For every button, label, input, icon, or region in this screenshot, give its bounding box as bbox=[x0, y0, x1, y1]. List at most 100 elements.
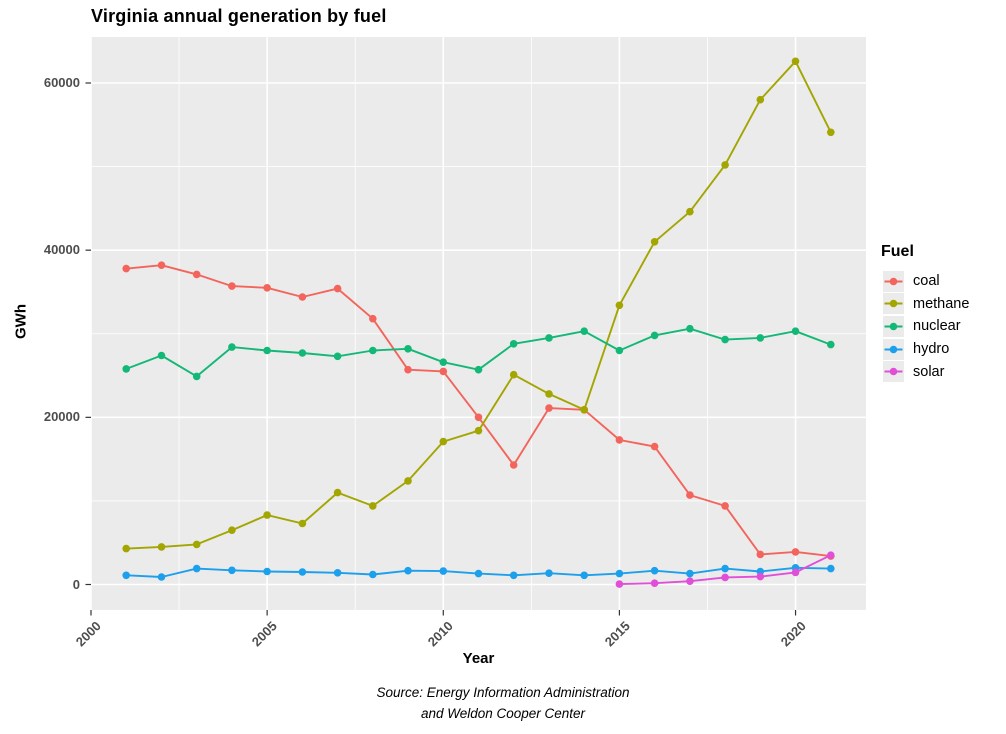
data-point-nuclear bbox=[509, 340, 518, 348]
data-point-nuclear bbox=[157, 351, 166, 360]
data-point-coal bbox=[192, 270, 201, 279]
legend-label: coal bbox=[913, 273, 940, 290]
data-point-hydro bbox=[580, 571, 588, 580]
data-point-hydro bbox=[298, 568, 307, 576]
data-point-coal bbox=[298, 293, 307, 301]
legend-row-solar: solar bbox=[881, 360, 1006, 383]
data-point-methane bbox=[333, 488, 342, 497]
data-point-nuclear bbox=[545, 334, 553, 342]
data-point-hydro bbox=[650, 566, 659, 575]
legend-row-hydro: hydro bbox=[881, 338, 1006, 361]
data-point-coal bbox=[157, 261, 166, 270]
data-point-methane bbox=[474, 426, 483, 435]
data-point-nuclear bbox=[122, 365, 130, 373]
data-point-hydro bbox=[686, 569, 694, 578]
legend-key-icon bbox=[883, 293, 904, 315]
data-point-methane bbox=[615, 301, 624, 310]
data-point-nuclear bbox=[439, 358, 448, 367]
y-tick-label: 40000 bbox=[43, 242, 80, 258]
data-point-hydro bbox=[439, 567, 448, 575]
data-point-hydro bbox=[509, 571, 518, 580]
data-point-nuclear bbox=[404, 345, 412, 353]
data-point-hydro bbox=[333, 569, 342, 577]
x-axis-title: Year bbox=[462, 650, 495, 667]
data-point-hydro bbox=[228, 566, 236, 575]
data-point-nuclear bbox=[474, 365, 483, 374]
y-axis-title: GWh bbox=[12, 304, 30, 339]
data-point-nuclear bbox=[192, 372, 201, 381]
data-point-nuclear bbox=[791, 327, 800, 336]
data-point-methane bbox=[228, 526, 236, 534]
data-point-hydro bbox=[369, 570, 377, 579]
data-point-coal bbox=[650, 442, 659, 451]
data-point-solar bbox=[827, 551, 835, 559]
data-point-nuclear bbox=[580, 327, 588, 336]
legend-key-icon bbox=[883, 315, 904, 337]
data-point-solar bbox=[721, 573, 729, 582]
data-point-nuclear bbox=[827, 340, 835, 349]
y-tick-label: 20000 bbox=[43, 409, 80, 425]
data-point-methane bbox=[686, 207, 694, 216]
legend-entries: coal methane nuclear hydro solar bbox=[881, 270, 1006, 383]
data-point-coal bbox=[122, 264, 130, 273]
source-caption: Source: Energy Information Administratio… bbox=[0, 682, 1006, 724]
data-point-methane bbox=[580, 406, 588, 414]
y-tick-label: 0 bbox=[72, 576, 80, 592]
data-point-hydro bbox=[545, 569, 553, 577]
panel-background bbox=[91, 37, 866, 610]
legend-label: methane bbox=[913, 295, 970, 312]
source-caption-line2: and Weldon Cooper Center bbox=[420, 706, 586, 721]
data-point-coal bbox=[404, 365, 412, 374]
legend-key-icon bbox=[883, 270, 904, 292]
data-point-coal bbox=[369, 314, 377, 323]
data-point-methane bbox=[263, 511, 271, 519]
legend-row-nuclear: nuclear bbox=[881, 315, 1006, 338]
legend-label: nuclear bbox=[913, 318, 961, 335]
data-point-solar bbox=[686, 577, 694, 585]
data-point-methane bbox=[298, 519, 307, 528]
legend-label: hydro bbox=[913, 341, 950, 358]
data-point-methane bbox=[439, 437, 448, 446]
chart-title: Virginia annual generation by fuel bbox=[91, 6, 387, 26]
data-point-coal bbox=[686, 491, 694, 499]
data-point-nuclear bbox=[228, 343, 236, 351]
legend-label: solar bbox=[913, 363, 945, 380]
data-point-nuclear bbox=[721, 335, 729, 344]
data-point-nuclear bbox=[369, 346, 377, 355]
data-point-solar bbox=[650, 579, 659, 587]
data-point-methane bbox=[157, 543, 166, 551]
data-point-methane bbox=[791, 57, 800, 66]
legend: Fuel coal methane nuclear hydro solar bbox=[881, 243, 1006, 383]
data-point-hydro bbox=[827, 564, 835, 573]
legend-key-icon bbox=[883, 338, 904, 360]
data-point-nuclear bbox=[615, 346, 624, 355]
legend-key-icon bbox=[883, 361, 904, 383]
data-point-coal bbox=[228, 282, 236, 290]
data-point-solar bbox=[791, 568, 800, 577]
data-point-methane bbox=[827, 128, 835, 137]
data-point-hydro bbox=[615, 569, 624, 578]
data-point-coal bbox=[474, 413, 483, 422]
data-point-coal bbox=[615, 436, 624, 444]
data-point-methane bbox=[404, 477, 412, 485]
legend-row-methane: methane bbox=[881, 293, 1006, 316]
data-point-methane bbox=[369, 502, 377, 510]
legend-row-coal: coal bbox=[881, 270, 1006, 293]
data-point-solar bbox=[756, 572, 765, 581]
data-point-coal bbox=[756, 550, 765, 559]
data-point-methane bbox=[756, 95, 765, 104]
data-point-coal bbox=[333, 284, 342, 293]
data-point-nuclear bbox=[686, 324, 694, 333]
data-point-coal bbox=[545, 404, 553, 412]
data-point-methane bbox=[545, 390, 553, 398]
data-point-hydro bbox=[192, 564, 201, 573]
data-point-methane bbox=[721, 161, 729, 169]
data-point-methane bbox=[122, 544, 130, 553]
data-point-coal bbox=[439, 367, 448, 376]
data-point-coal bbox=[263, 284, 271, 292]
data-point-hydro bbox=[721, 564, 729, 573]
y-tick-label: 60000 bbox=[43, 75, 80, 90]
data-point-coal bbox=[791, 548, 800, 556]
